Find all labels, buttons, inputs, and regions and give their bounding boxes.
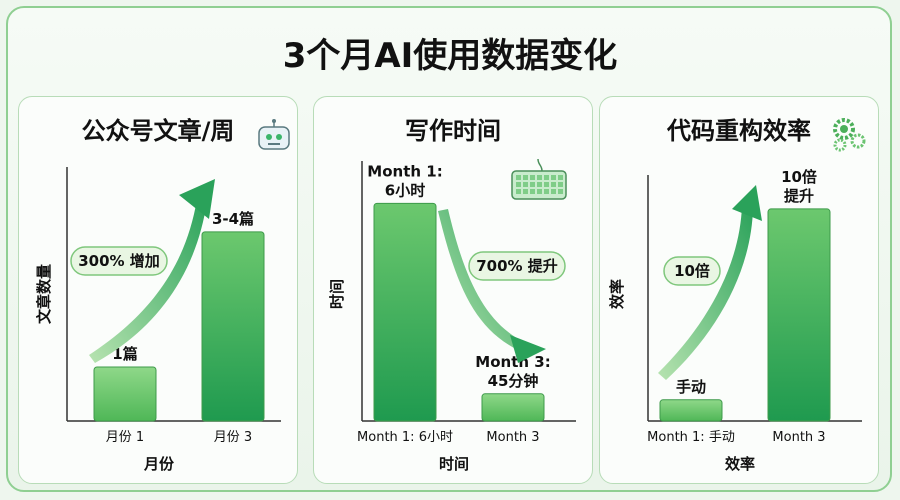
x-tick-label: Month 3 [486, 430, 539, 445]
data-label: Month 1: [367, 162, 442, 180]
trend-arrow-head [510, 335, 546, 363]
annotation-pill [70, 246, 168, 276]
data-label: 10倍 [781, 168, 817, 186]
data-label: 6小时 [385, 181, 425, 199]
data-label: 3-4篇 [212, 210, 254, 228]
x-tick-label: Month 1: 6小时 [357, 430, 453, 445]
annotation-text: 300% 增加 [78, 252, 160, 270]
bar [93, 366, 157, 422]
robot-icon [258, 119, 290, 150]
x-tick-label: Month 1: 手动 [647, 430, 735, 445]
data-label: 手动 [676, 378, 706, 396]
panel-articles: 公众号文章/周 月份 1 月份 3 1篇 3-4篇月份 文章数量 300% 增加 [18, 96, 298, 484]
x-axis-label: 时间 [439, 455, 469, 473]
annotation-text: 700% 提升 [476, 257, 558, 275]
annotation-text: 10倍 [674, 262, 710, 280]
y-axis-label: 文章数量 [35, 264, 53, 324]
x-axis-label: 月份 [143, 455, 175, 473]
x-tick-label: Month 3 [772, 430, 825, 445]
bar [767, 208, 831, 422]
panel-refactor: 代码重构效率 Month 1: 手动 Month 3 手动 10倍 提升 效率 效率 10倍 [599, 96, 879, 484]
trend-arrow [658, 205, 753, 380]
gears-icon [833, 118, 866, 152]
chart-writing-time: Month 1: 6小时 Month 3 Month 1:6小时 Month 3:45… [328, 158, 576, 473]
data-label: Month 3: [475, 353, 550, 371]
panel-title: 代码重构效率 [667, 117, 811, 145]
panel-writing-time: 写作时间 Month 1: 6小时 Month 3 Month 1: 6小时 Month… [313, 96, 593, 484]
data-label: 1篇 [112, 345, 137, 363]
annotation-pill [663, 256, 721, 286]
panel-title: 公众号文章/周 [81, 117, 235, 145]
annotation-pill [468, 251, 566, 281]
x-tick-label: 月份 1 [106, 430, 144, 445]
x-axis-label: 效率 [725, 455, 755, 473]
bar [373, 202, 437, 422]
panel-title: 写作时间 [405, 117, 501, 145]
trend-arrow [89, 199, 207, 363]
trend-arrow-head [179, 179, 215, 219]
keyboard-icon [511, 158, 567, 200]
bar [659, 399, 723, 422]
trend-arrow-head [732, 185, 762, 221]
x-tick-label: 月份 3 [214, 430, 252, 445]
data-label: 提升 [784, 187, 814, 205]
y-axis-label: 时间 [328, 279, 346, 309]
data-label: 45分钟 [488, 372, 539, 390]
trend-arrow [438, 209, 524, 351]
bar [201, 231, 265, 422]
bar [481, 393, 545, 422]
page-title: 3个月AI使用数据变化 [282, 36, 618, 76]
y-axis-label: 效率 [608, 279, 626, 309]
